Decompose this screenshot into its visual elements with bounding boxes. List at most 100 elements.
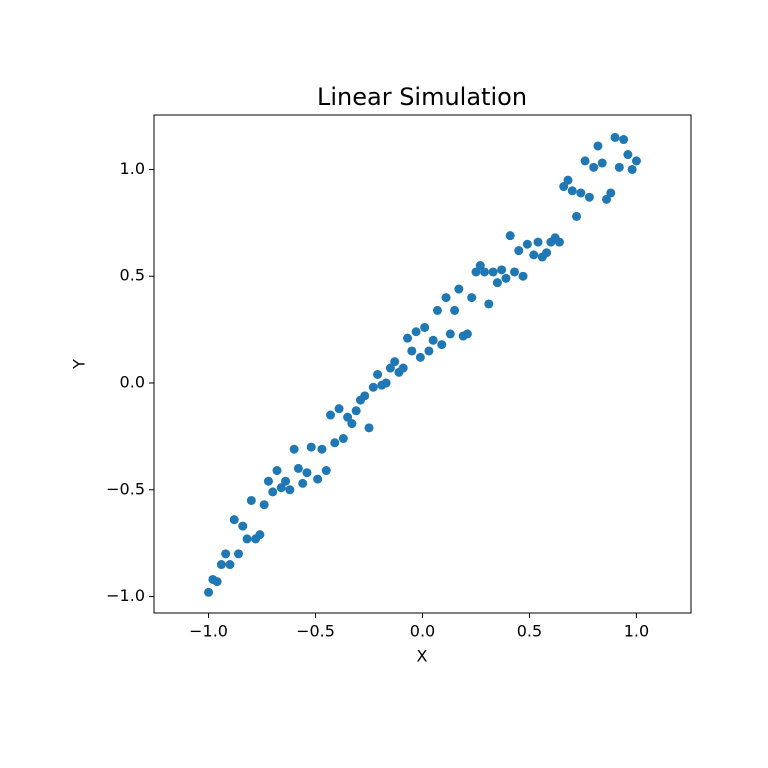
point (522, 239, 532, 249)
x-tick-label: 1.0 (624, 622, 649, 641)
point (432, 305, 442, 315)
y-tick-label: 1.0 (120, 159, 145, 178)
point (229, 515, 239, 525)
point (450, 305, 460, 315)
point (576, 188, 586, 198)
point (373, 369, 383, 379)
point (216, 560, 226, 570)
point (554, 237, 564, 247)
point (234, 549, 244, 559)
point (272, 466, 282, 476)
point (212, 577, 222, 587)
point (302, 468, 312, 478)
point (505, 231, 515, 241)
point (242, 534, 252, 544)
point (334, 404, 344, 414)
x-axis-label: X (417, 647, 428, 666)
point (330, 438, 340, 448)
point (313, 474, 323, 484)
point (343, 412, 353, 422)
point (255, 530, 265, 540)
point (385, 363, 395, 373)
point (542, 248, 552, 258)
point (276, 483, 286, 493)
point (584, 192, 594, 202)
point (614, 162, 624, 172)
point (281, 476, 291, 486)
y-axis-label: Y (70, 359, 89, 370)
point (381, 378, 391, 388)
point (368, 382, 378, 392)
point (492, 278, 502, 288)
point (321, 466, 331, 476)
point (407, 346, 417, 356)
point (364, 423, 374, 433)
point (259, 500, 269, 510)
point (514, 246, 524, 256)
chart-title: Linear Simulation (317, 83, 527, 111)
point (501, 273, 511, 283)
x-tick-label: −1.0 (189, 622, 228, 641)
point (480, 267, 490, 277)
x-tick-label: 0.5 (517, 622, 542, 641)
point (263, 476, 273, 486)
point (567, 186, 577, 196)
point (415, 352, 425, 362)
point (268, 487, 278, 497)
point (593, 141, 603, 151)
point (509, 267, 519, 277)
point (390, 357, 400, 367)
point (601, 194, 611, 204)
point (347, 419, 357, 429)
point (298, 478, 308, 488)
y-tick-label: 0.5 (120, 266, 145, 285)
point (338, 434, 348, 444)
point (428, 335, 438, 345)
point (293, 463, 303, 473)
point (246, 495, 256, 505)
point (441, 293, 451, 303)
point (631, 156, 641, 166)
y-tick-label: −0.5 (106, 479, 145, 498)
point (475, 261, 485, 271)
y-tick-label: 0.0 (120, 373, 145, 392)
point (559, 182, 569, 192)
point (572, 211, 582, 221)
point (398, 363, 408, 373)
point (518, 271, 528, 281)
point (467, 293, 477, 303)
point (351, 406, 361, 416)
point (454, 284, 464, 294)
point (497, 265, 507, 275)
point (589, 162, 599, 172)
x-tick-label: −0.5 (296, 622, 335, 641)
point (221, 549, 231, 559)
point (580, 156, 590, 166)
y-tick-label: −1.0 (106, 586, 145, 605)
point (424, 346, 434, 356)
point (306, 442, 316, 452)
point (563, 175, 573, 185)
point (403, 333, 413, 343)
point (597, 158, 607, 168)
point (289, 444, 299, 454)
point (488, 267, 498, 277)
point (462, 329, 472, 339)
point (204, 587, 214, 597)
point (529, 250, 539, 260)
point (533, 237, 543, 247)
point (411, 327, 421, 337)
point (285, 485, 295, 495)
x-tick-label: 0.0 (410, 622, 435, 641)
point (606, 188, 616, 198)
point (238, 521, 248, 531)
point (445, 329, 455, 339)
point (471, 267, 481, 277)
point (619, 135, 629, 145)
point (420, 322, 430, 332)
point (360, 391, 370, 401)
point (484, 299, 494, 309)
point (437, 340, 447, 350)
point (225, 560, 235, 570)
